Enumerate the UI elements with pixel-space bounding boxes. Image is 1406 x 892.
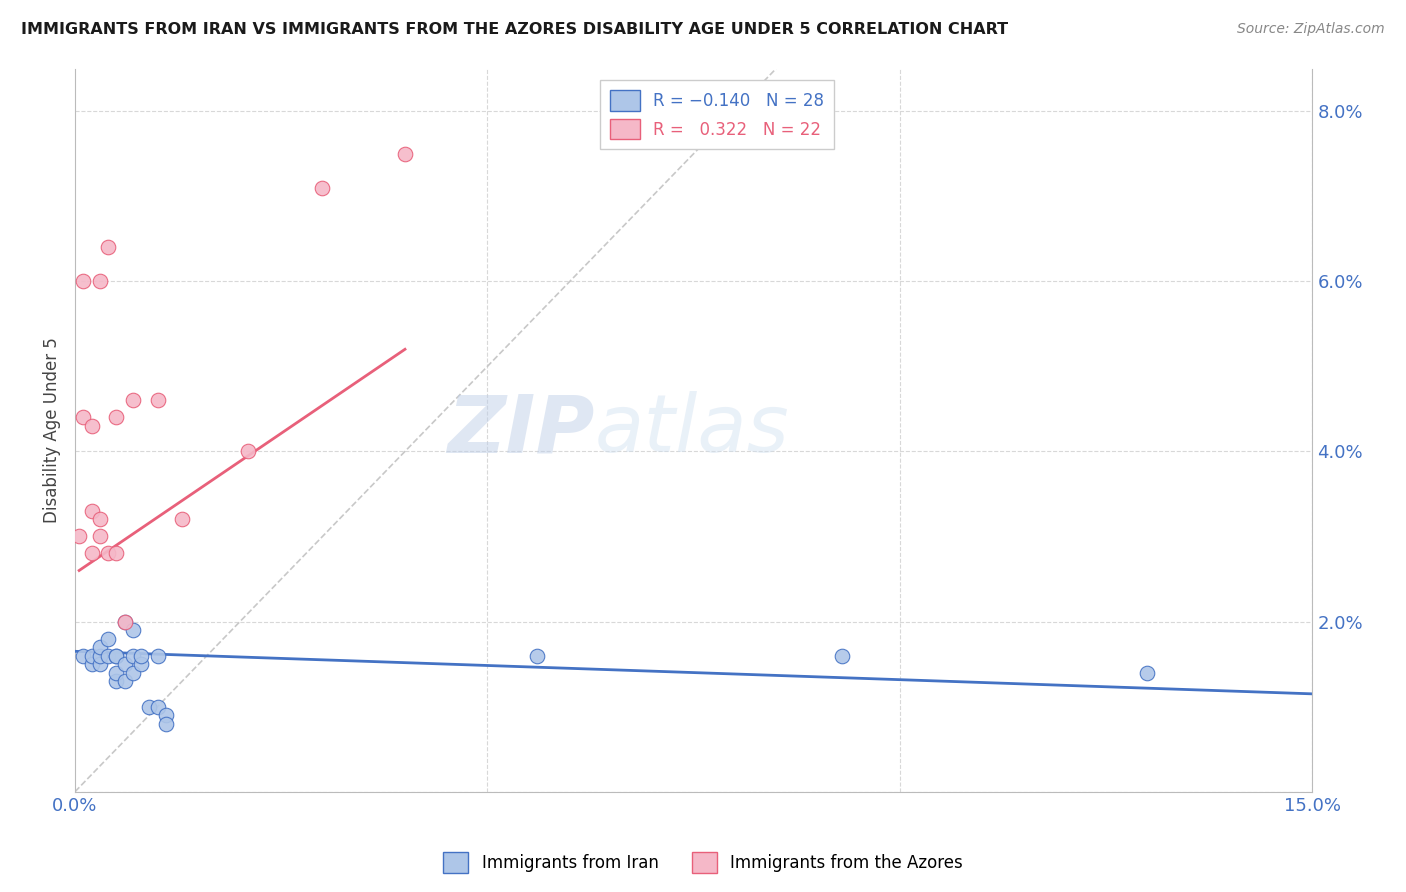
Point	[138, 699, 160, 714]
Point	[114, 615, 136, 629]
Point	[121, 665, 143, 680]
Point	[114, 674, 136, 689]
Point	[80, 648, 103, 663]
Point	[89, 648, 111, 663]
Point	[97, 648, 120, 663]
Point	[80, 546, 103, 560]
Point	[80, 504, 103, 518]
Point	[89, 529, 111, 543]
Point	[121, 648, 143, 663]
Point	[97, 632, 120, 646]
Text: Source: ZipAtlas.com: Source: ZipAtlas.com	[1237, 22, 1385, 37]
Point	[67, 529, 90, 543]
Point	[72, 648, 94, 663]
Point	[155, 716, 177, 731]
Point	[89, 274, 111, 288]
Point	[1136, 665, 1159, 680]
Point	[146, 648, 169, 663]
Point	[526, 648, 548, 663]
Point	[89, 657, 111, 671]
Point	[105, 665, 128, 680]
Point	[394, 146, 416, 161]
Point	[105, 648, 128, 663]
Point	[89, 512, 111, 526]
Text: IMMIGRANTS FROM IRAN VS IMMIGRANTS FROM THE AZORES DISABILITY AGE UNDER 5 CORREL: IMMIGRANTS FROM IRAN VS IMMIGRANTS FROM …	[21, 22, 1008, 37]
Point	[831, 648, 853, 663]
Point	[105, 674, 128, 689]
Point	[129, 648, 152, 663]
Legend: Immigrants from Iran, Immigrants from the Azores: Immigrants from Iran, Immigrants from th…	[436, 846, 970, 880]
Text: atlas: atlas	[595, 391, 789, 469]
Legend: R = −0.140   N = 28, R =   0.322   N = 22: R = −0.140 N = 28, R = 0.322 N = 22	[599, 80, 834, 150]
Point	[311, 180, 333, 194]
Point	[97, 546, 120, 560]
Point	[72, 410, 94, 425]
Text: ZIP: ZIP	[447, 391, 595, 469]
Point	[105, 546, 128, 560]
Point	[238, 444, 260, 458]
Point	[121, 623, 143, 637]
Point	[129, 657, 152, 671]
Point	[89, 640, 111, 654]
Point	[114, 615, 136, 629]
Point	[121, 393, 143, 408]
Point	[105, 410, 128, 425]
Point	[80, 657, 103, 671]
Point	[172, 512, 194, 526]
Y-axis label: Disability Age Under 5: Disability Age Under 5	[44, 337, 60, 523]
Point	[72, 274, 94, 288]
Point	[146, 393, 169, 408]
Point	[146, 699, 169, 714]
Point	[105, 648, 128, 663]
Point	[97, 240, 120, 254]
Point	[155, 708, 177, 723]
Point	[114, 657, 136, 671]
Point	[80, 418, 103, 433]
